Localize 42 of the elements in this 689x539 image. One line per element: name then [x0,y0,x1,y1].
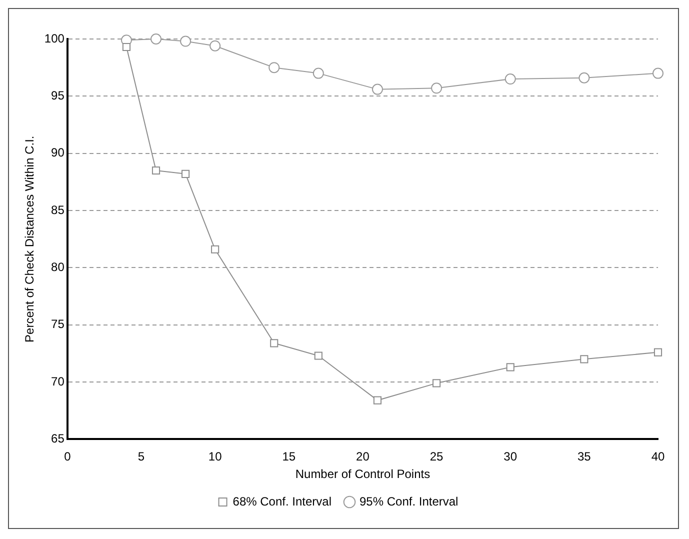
point [580,355,588,364]
point [210,40,221,52]
point [372,84,383,95]
y-tick-label: 80 [51,260,65,274]
point [122,42,131,52]
point [180,36,192,47]
point [182,170,190,178]
y-tick-label: 90 [51,146,65,160]
x-tick-label: 5 [138,450,145,464]
x-tick-label: 25 [430,450,444,464]
point [578,72,590,84]
y-tick-label: 65 [51,432,65,446]
x-tick-label: 30 [504,450,518,464]
legend-label: 95% Conf. Interval [360,494,458,508]
x-tick-label: 40 [651,450,665,464]
point [504,74,516,85]
y-axis-title: Percent of Check Distances Within C.I. [22,136,37,342]
point [152,166,160,175]
y-tick-label: 85 [51,202,65,217]
point [432,379,441,388]
x-tick-label: 35 [578,450,592,464]
point [506,363,514,372]
point [431,82,442,94]
point [268,62,280,74]
point [654,348,662,356]
point [211,245,220,254]
x-tick-label: 10 [208,450,222,464]
x-tick-label: 20 [356,450,370,464]
y-tick-label: 75 [51,317,65,332]
y-tick-label: 70 [51,374,65,388]
point [652,68,664,79]
point [312,68,324,79]
x-tick-label: 0 [64,450,72,464]
legend-label: 68% Conf. Interval [232,494,332,508]
y-tick-label: 100 [44,31,65,46]
y-tick-label: 95 [51,88,65,102]
x-axis-title: Number of Control Points [295,467,430,482]
x-tick-label: 15 [282,450,296,464]
point [270,339,278,348]
point [314,352,322,360]
point [150,34,162,44]
point [373,396,382,404]
